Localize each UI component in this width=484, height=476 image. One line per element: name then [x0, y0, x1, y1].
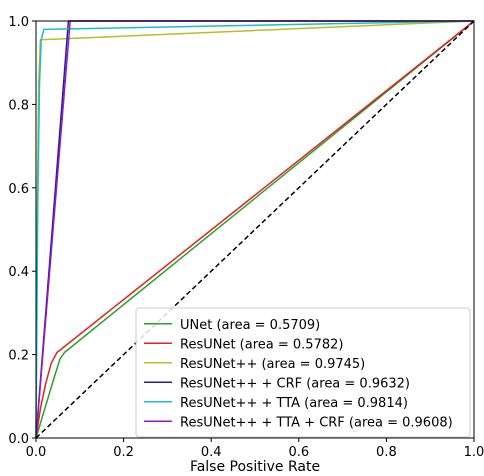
y-tick-label: 0.4 [8, 265, 29, 280]
series-line-1 [35, 20, 475, 439]
x-tick-label: 0.0 [26, 445, 47, 460]
ticks-layer: 0.0 0.2 0.4 0.6 0.8 1.0 0.0 0.2 0.4 0.6 0.8 1.0 [8, 15, 484, 460]
legend-box [135, 307, 471, 438]
legend: UNet (area = 0.5709) ResUNet (area = 0.57… [135, 307, 471, 438]
y-tick-label: 1.0 [8, 15, 29, 30]
series-line-4 [35, 20, 475, 439]
legend-entry-label: ResUNet (area = 0.5782) [180, 337, 343, 352]
x-axis-label: False Positive Rate [190, 459, 320, 475]
legend-entry-label: ResUNet++ + CRF (area = 0.9632) [180, 376, 410, 391]
legend-entry-label: ResUNet++ + TTA + CRF (area = 0.9608) [180, 415, 453, 430]
x-tick-label: 0.2 [113, 445, 134, 460]
y-tick-label: 0.8 [8, 98, 29, 113]
legend-entry-label: ResUNet++ + TTA (area = 0.9814) [180, 396, 408, 411]
x-tick-label: 1.0 [464, 445, 484, 460]
legend-entry-label: ResUNet++ (area = 0.9745) [180, 357, 365, 372]
reference-diagonal-line [35, 20, 475, 439]
y-tick-label: 0.6 [8, 182, 29, 197]
series-line-0 [35, 20, 475, 439]
x-tick-label: 0.6 [288, 445, 309, 460]
y-tick-label: 0.0 [8, 432, 29, 447]
legend-entry-label: UNet (area = 0.5709) [180, 318, 320, 333]
plot-area-frame [35, 20, 475, 439]
x-tick-label: 0.8 [376, 445, 397, 460]
y-tick-label: 0.2 [8, 349, 29, 364]
x-tick-label: 0.4 [201, 445, 222, 460]
